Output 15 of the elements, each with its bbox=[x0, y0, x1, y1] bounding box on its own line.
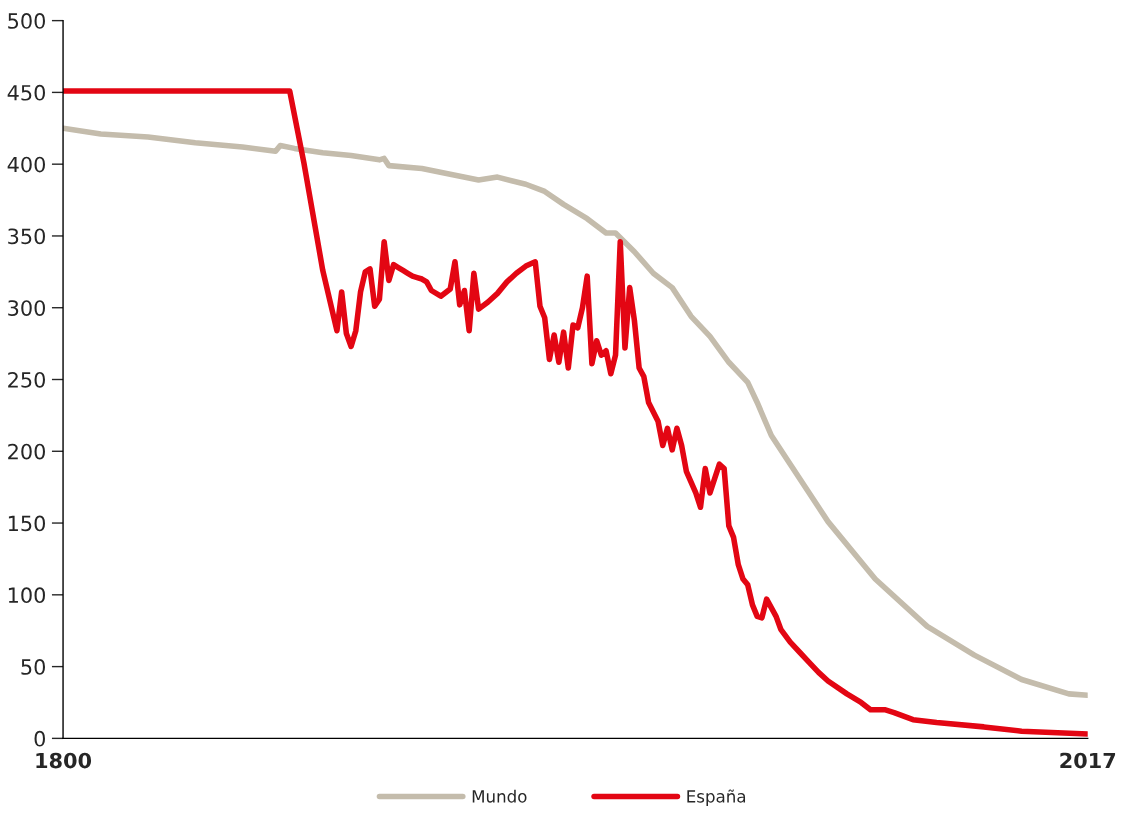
y-tick-label: 150 bbox=[8, 515, 46, 532]
y-tick-label: 250 bbox=[8, 371, 46, 388]
y-tick-label: 200 bbox=[8, 443, 46, 460]
y-tick-label: 50 bbox=[21, 659, 46, 675]
y-tick-label: 400 bbox=[7, 156, 46, 173]
y-tick-label: 350 bbox=[8, 228, 46, 245]
y-tick-label: 500 bbox=[8, 13, 46, 29]
legend-label: España bbox=[687, 789, 746, 806]
y-tick-label: 0 bbox=[34, 730, 46, 747]
x-tick-label: 2017 bbox=[1060, 752, 1116, 769]
y-tick-label: 100 bbox=[8, 587, 46, 604]
y-tick-label: 300 bbox=[8, 300, 46, 316]
legend-label: Mundo bbox=[472, 789, 527, 803]
x-tick-label: 1800 bbox=[36, 752, 92, 769]
y-tick-label: 450 bbox=[7, 84, 46, 101]
